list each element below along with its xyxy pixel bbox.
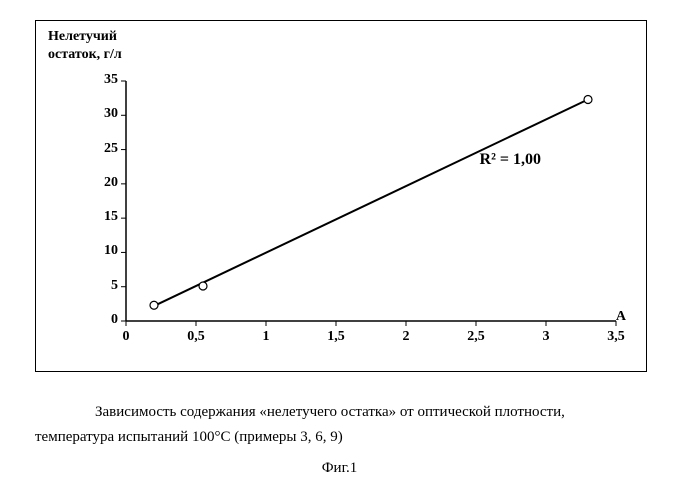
x-tick-label: 1: [246, 329, 286, 345]
chart-frame: Нелетучий остаток, г/л R² = 1,00 A 05101…: [35, 20, 647, 372]
figure-label: Фиг.1: [0, 460, 679, 477]
x-tick-label: 0: [106, 329, 146, 345]
x-tick-label: 1,5: [316, 329, 356, 345]
y-tick-label: 15: [88, 209, 118, 225]
caption-line1: Зависимость содержания «нелетучего остат…: [95, 400, 565, 424]
x-tick-label: 3: [526, 329, 566, 345]
x-tick-label: 3,5: [596, 329, 636, 345]
x-tick-label: 2,5: [456, 329, 496, 345]
y-tick-label: 20: [88, 175, 118, 191]
y-tick-label: 30: [88, 106, 118, 122]
y-tick-label: 25: [88, 141, 118, 157]
caption-line2: температура испытаний 100°С (примеры 3, …: [35, 425, 343, 449]
y-tick-label: 35: [88, 72, 118, 88]
y-tick-label: 0: [88, 312, 118, 328]
y-tick-label: 10: [88, 243, 118, 259]
x-tick-label: 0,5: [176, 329, 216, 345]
x-tick-label: 2: [386, 329, 426, 345]
figure-container: Нелетучий остаток, г/л R² = 1,00 A 05101…: [0, 0, 679, 500]
y-tick-label: 5: [88, 278, 118, 294]
chart-svg: [36, 21, 646, 371]
